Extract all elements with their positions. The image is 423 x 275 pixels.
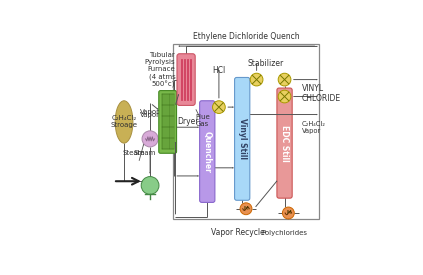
Text: HCl: HCl [212, 65, 225, 75]
Circle shape [278, 90, 291, 103]
Text: M: M [286, 210, 291, 216]
FancyBboxPatch shape [277, 88, 292, 198]
FancyBboxPatch shape [200, 101, 215, 202]
Text: C₂H₄Cl₂
Vapor: C₂H₄Cl₂ Vapor [302, 121, 325, 134]
FancyBboxPatch shape [177, 54, 195, 105]
Text: Stabilizer: Stabilizer [247, 59, 283, 68]
Text: EDC Still: EDC Still [280, 125, 289, 161]
Circle shape [141, 177, 159, 194]
Circle shape [283, 207, 294, 219]
Text: Quencher: Quencher [203, 131, 212, 172]
Text: Steam: Steam [134, 150, 156, 156]
Text: Vapor: Vapor [140, 112, 160, 117]
Bar [173, 43, 319, 219]
Circle shape [142, 131, 158, 147]
Circle shape [212, 101, 225, 114]
Circle shape [250, 73, 263, 86]
Text: Ethylene Dichloride Quench: Ethylene Dichloride Quench [193, 32, 300, 42]
FancyBboxPatch shape [159, 90, 176, 153]
Text: Flue
Gas: Flue Gas [195, 114, 210, 127]
Text: Vapor Recycle: Vapor Recycle [211, 228, 265, 237]
Text: Vinyl Still: Vinyl Still [238, 118, 247, 160]
Text: Vapor: Vapor [140, 109, 160, 114]
Text: Steam: Steam [123, 150, 145, 156]
Ellipse shape [115, 101, 133, 143]
Text: Dryer: Dryer [177, 117, 199, 126]
Text: Polychlorides: Polychlorides [261, 230, 308, 236]
Text: C₂H₄Cl₂
Stroage: C₂H₄Cl₂ Stroage [110, 116, 137, 128]
Text: Tubular
Pyrolysis
Furnace
(4 atms
500°c): Tubular Pyrolysis Furnace (4 atms 500°c) [145, 52, 175, 88]
Text: VINYL
CHLORIDE: VINYL CHLORIDE [302, 84, 341, 103]
Circle shape [278, 73, 291, 86]
FancyBboxPatch shape [235, 78, 250, 200]
Circle shape [240, 203, 252, 215]
Text: M: M [244, 206, 248, 211]
